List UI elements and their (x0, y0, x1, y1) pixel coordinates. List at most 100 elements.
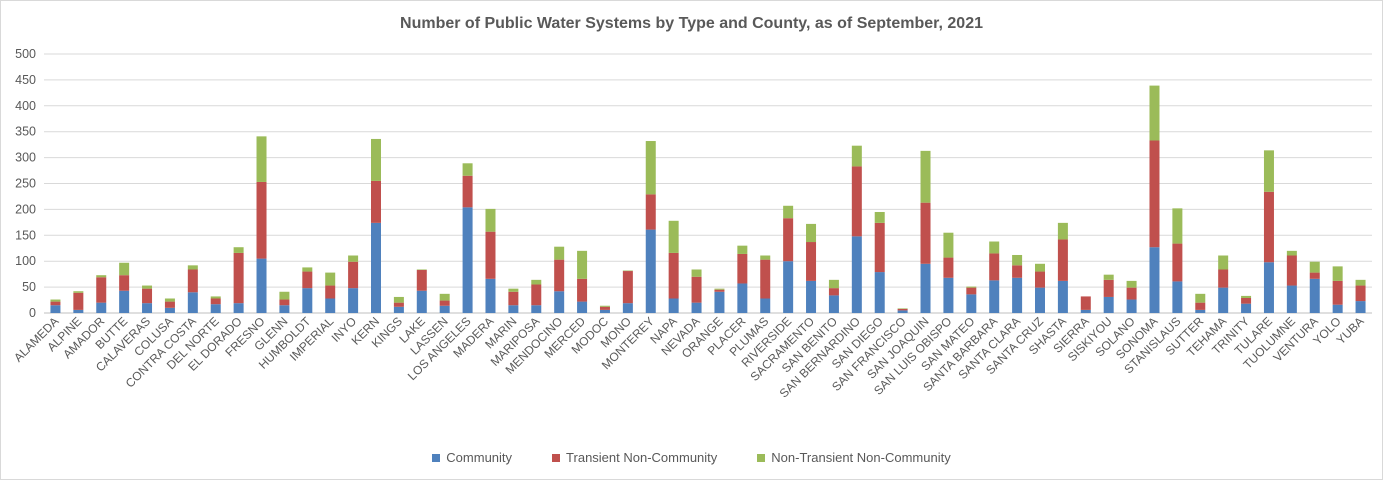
bar-segment-transient (1126, 287, 1137, 300)
bar-segment-non-transient (96, 275, 107, 278)
bar-segment-non-transient (783, 205, 794, 219)
bar-segment-transient (1012, 265, 1023, 278)
bar-segment-transient (393, 302, 404, 307)
bar-segment-community (1195, 309, 1206, 313)
bar-segment-non-transient (828, 279, 839, 289)
bar-segment-community (691, 302, 702, 313)
bar-segment-non-transient (1355, 279, 1366, 286)
bar-segment-non-transient (233, 247, 244, 253)
legend-item-non-transient: Non-Transient Non-Community (757, 450, 951, 465)
bar-segment-non-transient (73, 291, 84, 293)
bar-segment-community (348, 288, 359, 313)
bar-segment-community (1355, 301, 1366, 313)
bar-segment-non-transient (256, 136, 267, 182)
bar-segment-non-transient (416, 269, 427, 271)
y-tick-label: 300 (15, 151, 36, 165)
bar-segment-non-transient (714, 288, 725, 290)
bar-segment-transient (806, 242, 817, 281)
bar-segment-non-transient (1126, 280, 1137, 288)
bar-segment-transient (73, 292, 84, 310)
bar-segment-non-transient (1149, 85, 1160, 141)
bar-segment-non-transient (1057, 222, 1068, 240)
bar-segment-transient (714, 289, 725, 292)
bar-segment-transient (1241, 297, 1252, 304)
bar-segment-transient (1035, 271, 1045, 288)
bar-segment-transient (920, 202, 931, 264)
legend-item-community: Community (432, 450, 512, 465)
bar-segment-non-transient (943, 232, 954, 258)
bar-segment-community (142, 303, 153, 313)
bar-segment-community (393, 306, 404, 313)
bar-segment-community (737, 283, 748, 313)
bar-segment-community (485, 278, 496, 313)
bar-segment-transient (897, 308, 908, 311)
bar-segment-non-transient (485, 208, 496, 232)
bar-segment-community (622, 303, 633, 313)
bar-segment-community (1309, 278, 1320, 313)
bar-segment-non-transient (508, 288, 519, 292)
bar-segment-transient (1218, 269, 1229, 288)
bar-segment-non-transient (737, 245, 748, 254)
legend-label: Non-Transient Non-Community (771, 450, 951, 465)
bar-segment-transient (1149, 140, 1160, 248)
bar-segment-non-transient (1172, 208, 1183, 244)
bar-segment-community (508, 305, 519, 313)
bar-segment-non-transient (1035, 263, 1045, 272)
bar-segment-community (554, 291, 565, 313)
bar-segment-transient (668, 252, 679, 299)
bar-segment-transient (943, 257, 954, 278)
bar-segment-community (1035, 287, 1045, 313)
bar-segment-community (783, 261, 794, 313)
bar-segment-community (1218, 287, 1229, 313)
bar-segment-non-transient (645, 141, 656, 195)
bar-segment-community (577, 301, 588, 313)
bar-segment-transient (851, 166, 862, 237)
bar-segment-non-transient (851, 145, 862, 167)
bar-segment-non-transient (348, 255, 359, 262)
bar-segment-non-transient (599, 305, 610, 307)
bar-segment-community (302, 288, 313, 313)
y-tick-label: 50 (22, 280, 36, 294)
bar-segment-non-transient (1103, 274, 1114, 280)
bar-segment-non-transient (622, 270, 633, 272)
bar-segment-community (279, 305, 290, 313)
bar-segment-community (462, 207, 473, 313)
bar-segment-community (325, 298, 336, 313)
bar-segment-community (1080, 309, 1091, 313)
bar-segment-non-transient (668, 220, 679, 253)
bar-segment-community (874, 272, 885, 313)
bar-segment-non-transient (531, 279, 542, 285)
bar-segment-non-transient (462, 163, 473, 176)
bar-segment-transient (233, 252, 244, 304)
bar-segment-community (531, 305, 542, 313)
bar-segment-non-transient (554, 246, 565, 260)
bar-segment-community (760, 298, 771, 313)
bar-segment-non-transient (874, 211, 885, 223)
bar-segment-transient (187, 269, 198, 293)
bar-segment-transient (508, 291, 519, 306)
bar-segment-community (1012, 277, 1023, 313)
bar-segment-community (210, 304, 221, 313)
bar-segment-non-transient (1218, 255, 1229, 270)
bar-segment-transient (828, 288, 839, 296)
bar-segment-non-transient (1286, 250, 1297, 256)
bar-segment-community (943, 277, 954, 313)
bar-segment-transient (416, 270, 427, 291)
bar-segment-non-transient (577, 250, 588, 279)
bar-segment-transient (577, 278, 588, 302)
bar-segment-community (1332, 304, 1343, 313)
bar-segment-community (96, 302, 107, 313)
bar-segment-community (187, 292, 198, 313)
bar-segment-community (806, 280, 817, 313)
bar-segment-community (439, 305, 450, 313)
bar-segment-community (966, 294, 977, 313)
bar-segment-non-transient (1241, 295, 1252, 298)
bar-segment-non-transient (760, 255, 771, 260)
bar-segment-transient (1195, 302, 1206, 310)
bar-segment-non-transient (920, 150, 931, 203)
bar-segment-transient (256, 181, 267, 259)
bar-segment-community (668, 298, 679, 313)
bar-segment-transient (622, 271, 633, 304)
bar-segment-community (1172, 281, 1183, 313)
